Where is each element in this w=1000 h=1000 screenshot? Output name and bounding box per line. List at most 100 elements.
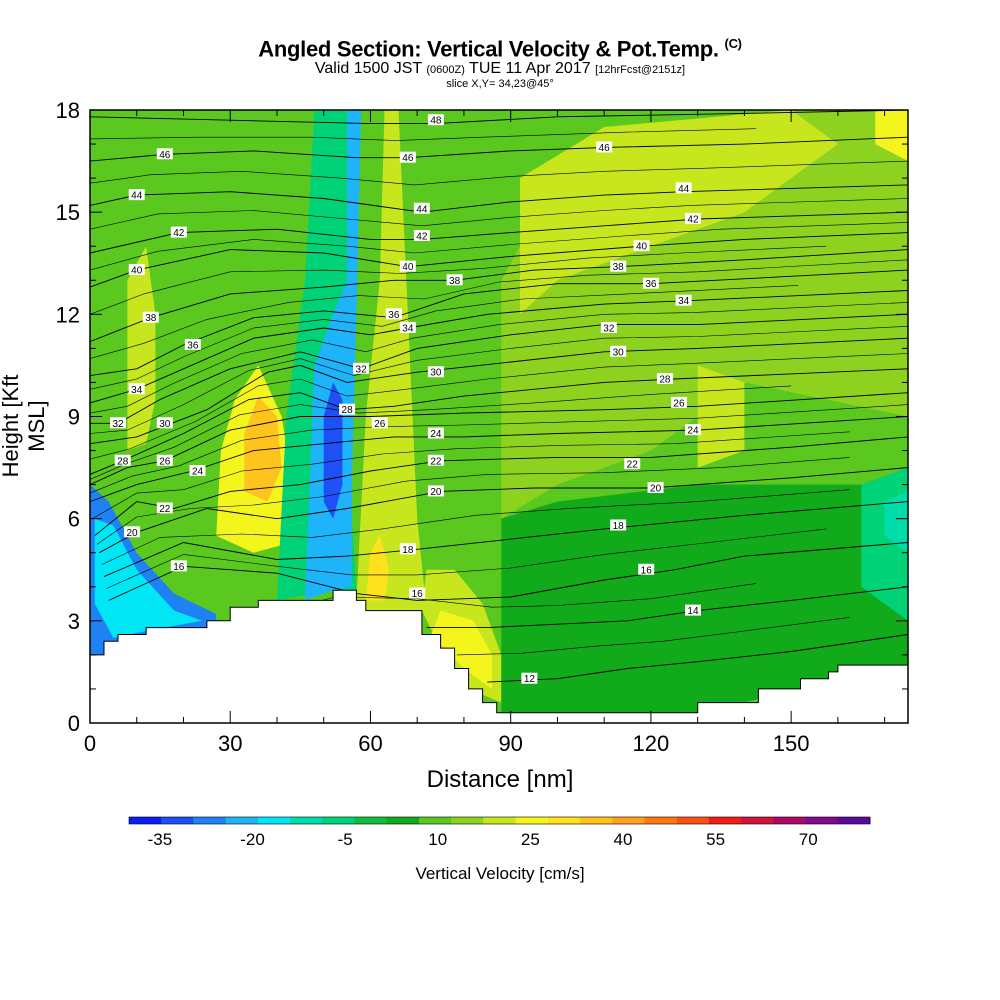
colorbar-swatch (773, 817, 807, 824)
contour-label: 28 (339, 403, 356, 416)
contour-label: 30 (610, 345, 627, 358)
contour-label: 22 (624, 458, 641, 471)
colorbar-tick-label: 55 (706, 830, 725, 849)
contour-label: 46 (399, 151, 416, 164)
theta-contour (90, 269, 908, 377)
x-tick-label: 30 (218, 731, 242, 756)
colorbar-swatch (225, 817, 259, 824)
theta-contour-minor (90, 404, 908, 494)
colorbar-swatch (708, 817, 742, 824)
svg-text:40: 40 (402, 262, 414, 273)
contour-label: 16 (638, 563, 655, 576)
svg-text:34: 34 (131, 385, 143, 396)
svg-text:26: 26 (673, 398, 685, 409)
colorbar-tick-label: 40 (614, 830, 633, 849)
y-tick-label: 3 (68, 609, 80, 634)
contour-label: 42 (170, 226, 187, 239)
contour-label: 28 (114, 454, 131, 467)
velocity-region (875, 110, 908, 162)
theta-contour-minor (90, 285, 799, 390)
colorbar-swatch (612, 817, 645, 824)
contour-label: 40 (399, 260, 416, 273)
theta-contour-minor (90, 353, 908, 460)
velocity-region (94, 518, 203, 638)
colorbar-swatch (483, 817, 517, 824)
colorbar-swatch (193, 817, 227, 824)
svg-text:40: 40 (636, 242, 648, 253)
contour-label: 24 (427, 427, 444, 440)
contour-label: 36 (385, 308, 402, 321)
svg-text:20: 20 (430, 487, 442, 498)
colorbar-tick-label: -5 (338, 830, 353, 849)
svg-text:14: 14 (687, 606, 699, 617)
colorbar-swatch (805, 817, 839, 824)
velocity-region (431, 610, 492, 689)
svg-text:44: 44 (678, 184, 690, 195)
svg-text:22: 22 (159, 504, 171, 515)
contour-label: 42 (684, 212, 701, 225)
colorbar-swatch (354, 817, 388, 824)
contour-label: 44 (675, 182, 692, 195)
theta-contour (90, 337, 908, 445)
contour-label: 24 (684, 424, 701, 437)
colorbar-swatch (676, 817, 710, 824)
theta-contour (99, 467, 908, 554)
theta-contour (90, 290, 908, 404)
velocity-region (244, 396, 282, 502)
contour-label: 34 (399, 321, 416, 334)
theta-contour-minor (90, 245, 827, 315)
colorbar-swatch (161, 817, 194, 824)
theta-contour-minor (106, 528, 827, 589)
colorbar-label: Vertical Velocity [cm/s] (415, 864, 585, 883)
contour-label: 20 (427, 485, 444, 498)
contour-label: 24 (189, 464, 206, 477)
velocity-region (501, 484, 908, 713)
colorbar-frame (128, 816, 871, 825)
colorbar-tick-label: 70 (799, 830, 818, 849)
contour-label: 46 (156, 148, 173, 161)
contour-label: 40 (128, 264, 145, 277)
contour-label: 32 (600, 321, 617, 334)
colorbar-tick-label: -20 (240, 830, 265, 849)
y-tick-label: 6 (68, 507, 80, 532)
y-tick-label: 18 (56, 98, 80, 123)
contour-label: 34 (675, 294, 692, 307)
contour-label: 22 (156, 502, 173, 515)
colorbar-swatch (547, 817, 581, 824)
chart-title: Angled Section: Vertical Velocity & Pot.… (258, 36, 742, 62)
svg-text:16: 16 (641, 565, 653, 576)
colorbar-tick-label: 25 (521, 830, 540, 849)
svg-text:42: 42 (687, 214, 699, 225)
contour-label: 36 (184, 338, 201, 351)
colorbar-swatch (322, 817, 356, 824)
y-tick-label: 9 (68, 405, 80, 430)
svg-text:34: 34 (402, 323, 414, 334)
velocity-region (305, 110, 362, 601)
contour-label: 30 (427, 366, 444, 379)
colorbar-swatch (257, 817, 291, 824)
y-tick-label: 0 (68, 711, 80, 736)
svg-text:40: 40 (131, 266, 143, 277)
svg-text:20: 20 (650, 484, 662, 495)
svg-text:22: 22 (627, 460, 639, 471)
theta-contour (426, 586, 908, 629)
theta-contour-minor (90, 302, 908, 414)
svg-text:32: 32 (112, 419, 124, 430)
svg-text:46: 46 (159, 150, 171, 161)
colorbar-swatch (580, 817, 613, 824)
svg-text:20: 20 (127, 528, 139, 539)
contour-label: 46 (596, 141, 613, 154)
theta-contour-minor (90, 259, 908, 359)
svg-text:32: 32 (356, 364, 368, 375)
contour-label: 38 (142, 311, 159, 324)
colorbar-swatch (451, 817, 484, 824)
contour-label: 20 (124, 526, 141, 539)
colorbar-swatch (515, 817, 549, 824)
svg-text:18: 18 (402, 545, 414, 556)
svg-text:44: 44 (416, 204, 428, 215)
contour-label: 12 (521, 672, 538, 685)
velocity-region (356, 110, 427, 611)
theta-contour-minor (90, 385, 792, 480)
terrain (90, 589, 908, 723)
